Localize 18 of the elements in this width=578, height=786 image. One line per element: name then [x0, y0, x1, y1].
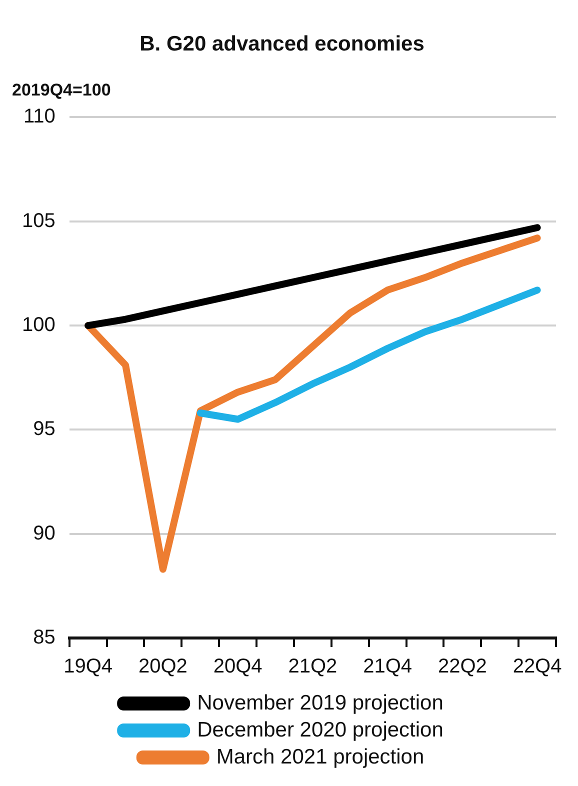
- y-tick-label: 110: [23, 106, 56, 128]
- x-tick-label: 20Q2: [138, 656, 188, 678]
- y-tick-label: 100: [22, 314, 56, 336]
- y-axis-title: 2019Q4=100: [12, 80, 111, 100]
- x-tick-label: 21Q4: [363, 656, 412, 678]
- chart-title: B. G20 advanced economies: [140, 32, 424, 56]
- legend-label: November 2019 projection: [197, 691, 444, 714]
- x-tick-label: 22Q2: [438, 656, 487, 678]
- y-tick-label: 95: [33, 418, 56, 440]
- y-tick-label: 85: [33, 626, 56, 649]
- legend-label: December 2020 projection: [197, 718, 444, 742]
- y-tick-label: 105: [22, 210, 56, 232]
- legend-label: March 2021 projection: [216, 745, 424, 768]
- x-tick-label: 21Q2: [288, 656, 338, 678]
- y-tick-label: 90: [33, 522, 56, 544]
- x-tick-label: 20Q4: [213, 656, 262, 678]
- x-tick-label: 19Q4: [64, 656, 113, 678]
- x-tick-label: 22Q4: [512, 656, 562, 678]
